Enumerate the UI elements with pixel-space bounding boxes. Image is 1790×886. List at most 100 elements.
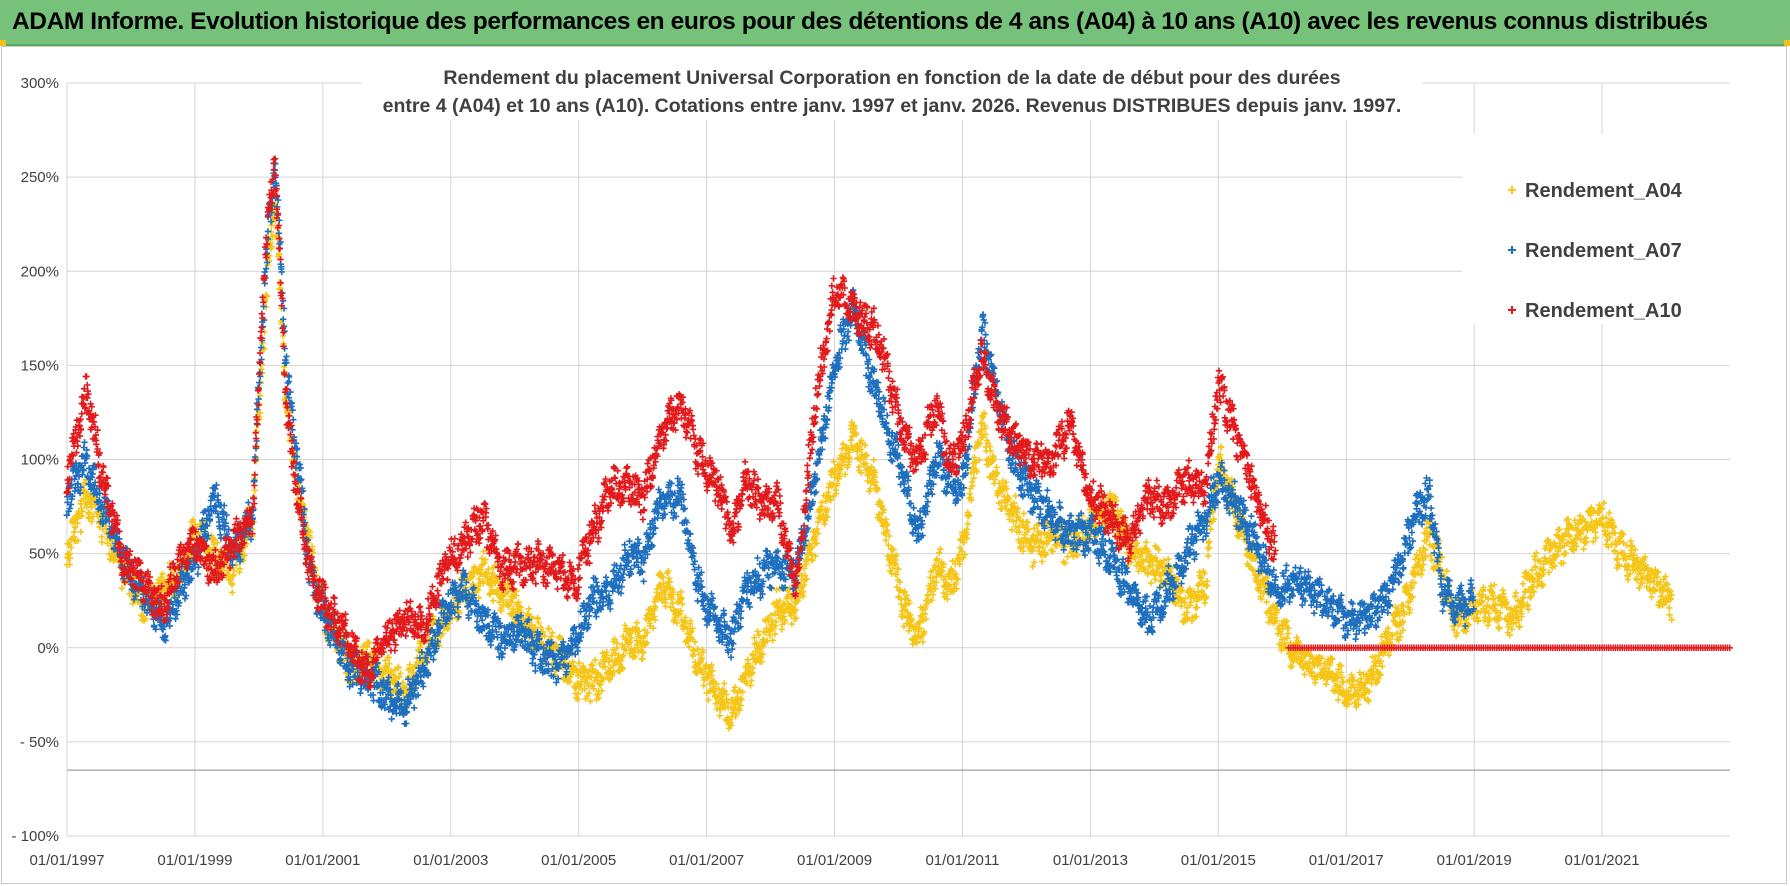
rendement-a04-point	[236, 569, 243, 576]
rendement-a04-point	[73, 515, 80, 522]
rendement-a07-point	[411, 704, 418, 711]
rendement-a04-point	[67, 544, 75, 551]
rendement-a04-point	[443, 624, 450, 631]
rendement-a04-point	[1512, 589, 1520, 597]
rendement-a04-point	[905, 627, 912, 634]
rendement-a04-point	[594, 690, 601, 698]
rendement-a04-point	[263, 293, 271, 300]
rendement-a04-point	[444, 625, 451, 633]
rendement-a04-point	[1580, 545, 1587, 553]
rendement-a04-point	[71, 524, 79, 531]
rendement-a04-point	[159, 570, 166, 577]
rendement-a04-point	[754, 628, 761, 635]
rendement-a04-point	[78, 505, 85, 512]
rendement-a04-point	[385, 654, 393, 661]
rendement-a04-point	[276, 286, 283, 293]
rendement-a04-point	[1301, 671, 1308, 678]
rendement-a04-point	[720, 680, 728, 687]
rendement-a04-point	[575, 659, 583, 667]
rendement-a04-point	[397, 670, 404, 677]
rendement-a04-point	[639, 655, 646, 662]
returns-scatter-chart: 300%250%200%150%100%50%0%- 50%- 100% 01/…	[11, 58, 1733, 869]
x-axis-ticks: 01/01/1997 01/01/1999 01/01/2001 01/01/2003…	[29, 852, 1639, 869]
rendement-a04-point	[772, 618, 780, 625]
y-tick-label: - 100%	[11, 828, 59, 845]
rendement-a04-point	[1491, 581, 1498, 589]
rendement-a04-point	[189, 516, 197, 523]
y-tick-label: 250%	[21, 169, 59, 186]
rendement-a04-point	[66, 550, 73, 557]
rendement-a04-point	[396, 673, 403, 680]
rendement-a04-point	[525, 605, 532, 612]
rendement-a04-point	[66, 541, 73, 548]
rendement-a04-point	[1335, 696, 1342, 703]
rendement-a04-point	[597, 681, 604, 688]
y-tick-label: - 50%	[20, 734, 59, 751]
rendement-a04-point	[228, 581, 236, 588]
rendement-a04-point	[1635, 584, 1643, 592]
rendement-a04-point	[268, 243, 275, 250]
y-tick-label: 50%	[29, 546, 59, 563]
rendement-a04-point	[1205, 538, 1213, 545]
y-axis-ticks: 300%250%200%150%100%50%0%- 50%- 100%	[11, 75, 59, 845]
rendement-a04-point	[129, 600, 136, 607]
rendement-a04-point	[386, 660, 393, 667]
rendement-a04-point	[1519, 580, 1527, 587]
rendement-a04-point	[1020, 510, 1027, 517]
rendement-a04-point	[842, 471, 849, 478]
header-banner: ADAM Informe. Evolution historique des p…	[0, 0, 1790, 46]
x-tick-label: 01/01/2001	[285, 852, 360, 869]
rendement-a04-point	[142, 615, 149, 622]
y-tick-label: 0%	[37, 640, 59, 657]
rendement-a04-point	[1311, 679, 1319, 686]
x-tick-label: 01/01/2017	[1309, 852, 1384, 869]
rendement-a04-point	[96, 523, 103, 531]
rendement-a04-point	[1147, 579, 1155, 587]
x-tick-label: 01/01/2011	[925, 852, 999, 869]
rendement-a04-point	[88, 518, 95, 525]
rendement-a04-point	[1193, 604, 1201, 611]
y-tick-label: 200%	[21, 263, 59, 280]
x-tick-label: 01/01/2013	[1053, 852, 1128, 869]
rendement-a04-point	[74, 537, 81, 544]
rendement-a04-point	[1611, 547, 1618, 554]
rendement-a04-point	[1516, 623, 1523, 630]
rendement-a04-point	[1525, 606, 1532, 613]
rendement-a04-point	[99, 526, 106, 533]
rendement-a04-point	[256, 409, 264, 417]
rendement-a04-point	[241, 552, 248, 559]
gridlines	[66, 82, 1730, 837]
rendement-a04-point	[230, 567, 238, 574]
rendement-a04-point	[1633, 576, 1641, 584]
x-tick-label: 01/01/2019	[1437, 852, 1512, 869]
corner-accent-left	[0, 40, 6, 46]
rendement-a04-point	[1496, 625, 1503, 632]
rendement-a04-point	[104, 540, 111, 547]
rendement-a04-point	[275, 251, 283, 258]
x-tick-label: 01/01/1999	[157, 852, 232, 869]
x-tick-label: 01/01/2009	[797, 852, 872, 869]
rendement-a07-point	[245, 499, 252, 506]
rendement-a04-point	[936, 549, 943, 557]
rendement-a04-point	[390, 671, 397, 678]
chart-frame	[1, 46, 1787, 884]
rendement-a04-point	[549, 629, 556, 637]
rendement-a04-point	[705, 696, 712, 704]
rendement-a07-point	[221, 502, 228, 509]
rendement-a04-point	[1322, 680, 1330, 688]
rendement-a04-point	[395, 663, 402, 671]
rendement-a04-point	[1165, 556, 1172, 563]
rendement-a04-point	[380, 670, 387, 677]
rendement-a04-point	[1143, 539, 1150, 546]
rendement-a04-point	[269, 233, 276, 240]
rendement-a04-point	[74, 520, 81, 527]
rendement-a04-point	[210, 540, 218, 548]
x-tick-label: 01/01/2003	[413, 852, 488, 869]
rendement-a04-point	[1624, 576, 1632, 583]
rendement-a04-point	[964, 520, 972, 527]
rendement-a04-point	[1666, 604, 1673, 612]
rendement-a04-point	[77, 528, 85, 535]
rendement-a04-point	[1499, 587, 1506, 594]
x-tick-label: 01/01/2015	[1181, 852, 1256, 869]
rendement-a04-point	[79, 508, 86, 515]
